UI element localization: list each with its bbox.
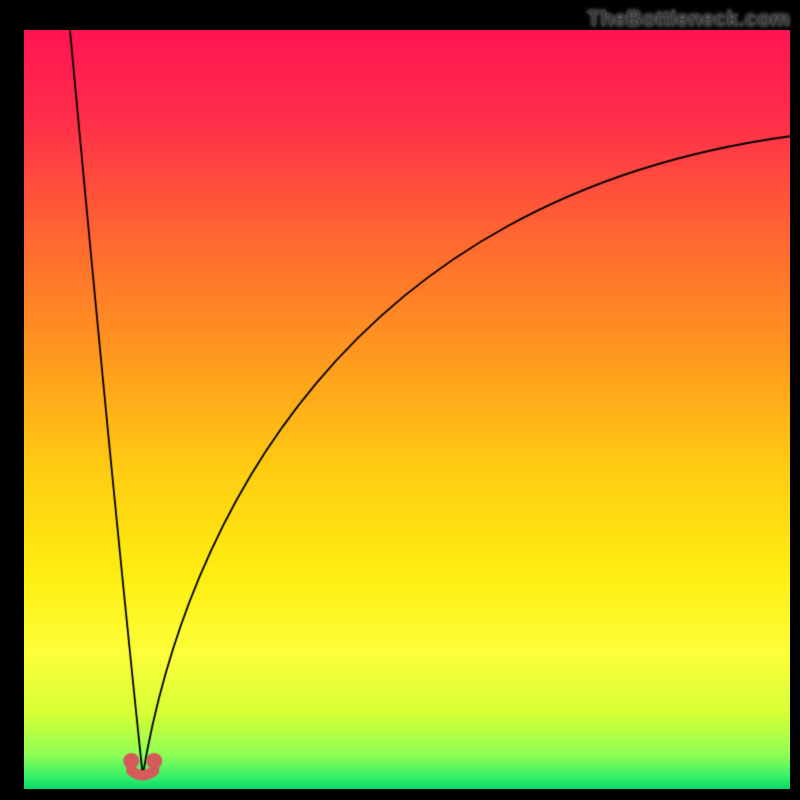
bottleneck-curve-chart xyxy=(24,30,790,789)
watermark-text: TheBottleneck.com xyxy=(587,6,790,32)
